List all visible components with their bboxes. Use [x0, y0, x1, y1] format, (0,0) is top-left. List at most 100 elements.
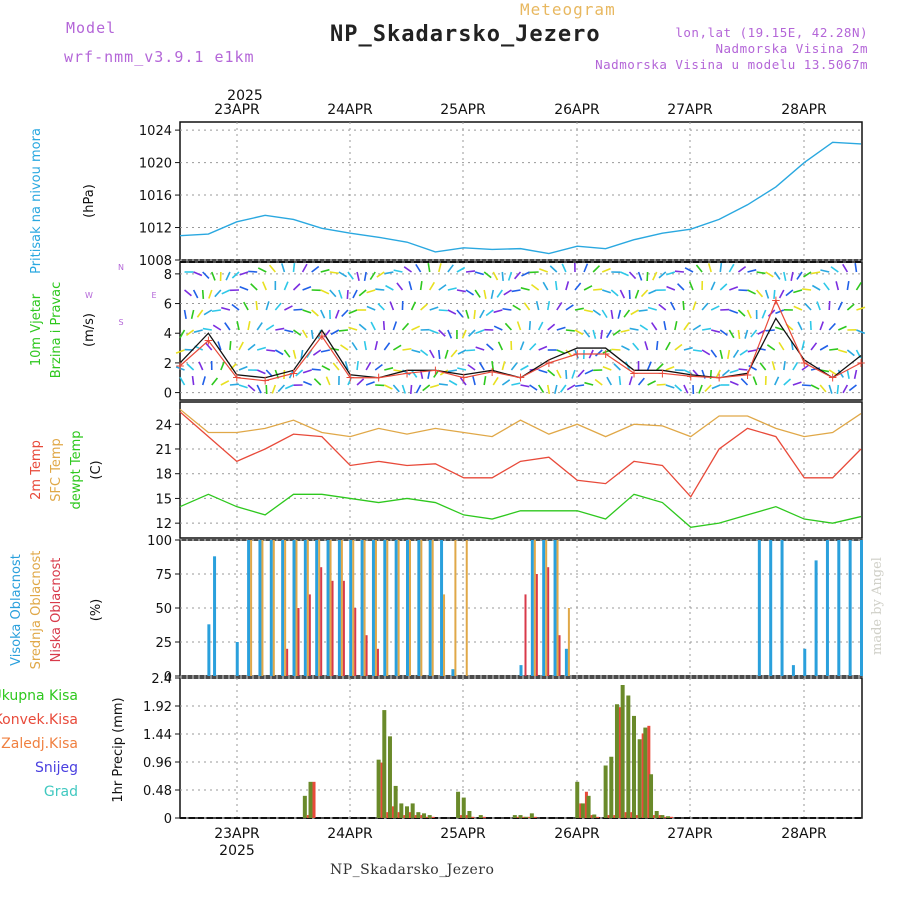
wind-arrow [248, 270, 258, 273]
wind-arrow [752, 376, 758, 386]
wind-arrow [583, 309, 594, 313]
wind-arrow [584, 381, 594, 386]
mid-cloud-bar [567, 608, 570, 676]
high-cloud-bar [235, 642, 239, 676]
wind-marker: + [374, 371, 384, 385]
konv-precip-bar [658, 815, 662, 818]
wind-arrow [605, 329, 612, 339]
wind-arrow [247, 321, 251, 331]
wind-marker: + [260, 374, 270, 388]
high-cloud-bar [848, 540, 852, 676]
wind-arrow [274, 349, 284, 356]
wind-arrow [429, 329, 439, 334]
pressure-tick-label: 1008 [139, 254, 172, 269]
wind-arrow [243, 301, 249, 311]
wind-arrow [456, 289, 466, 293]
wind-arrow [744, 329, 749, 339]
panel-frame [179, 401, 863, 539]
wind-arrow [783, 271, 787, 281]
total-precip-bar [614, 704, 619, 818]
wind-arrow [320, 349, 330, 353]
compass-w: W [85, 291, 93, 300]
wind-arrow [502, 307, 512, 311]
wind-arrow [701, 349, 711, 356]
wind-arrow [692, 349, 703, 353]
wind-arrow [429, 349, 435, 359]
mid-cloud-bar [250, 540, 253, 676]
wind-arrow [352, 289, 358, 299]
wind-arrow [340, 344, 349, 351]
total-precip-bar [524, 816, 529, 818]
credit-label: made by Angel [870, 557, 885, 655]
total-precip-bar [478, 815, 483, 818]
wind-arrow [842, 263, 849, 273]
precip-legend-item: Snijeg [35, 760, 78, 776]
low-cloud-bar [342, 580, 345, 676]
wind-arrow [677, 283, 685, 291]
wind-arrow [710, 281, 716, 291]
total-precip-bar [529, 813, 534, 818]
wind-arrow [528, 320, 532, 331]
wind-arrow [348, 309, 358, 315]
high-cloud-bar [440, 540, 444, 676]
low-cloud-bar [524, 594, 527, 676]
date-label-bottom: 25APR [440, 826, 486, 842]
wind-arrow [835, 281, 840, 291]
wind-arrow [529, 342, 537, 351]
wind-arrow [610, 309, 614, 320]
wind-arrow [447, 329, 453, 339]
high-cloud-bar [530, 540, 534, 676]
wind-arrow [738, 368, 748, 371]
wind-arrow [511, 289, 521, 293]
wind-arrow [292, 349, 297, 359]
wind-arrow [393, 369, 403, 373]
wind-arrow [461, 329, 467, 339]
wind-arrow [338, 271, 348, 278]
konv-precip-bar [528, 816, 532, 818]
wind-arrow [647, 306, 657, 311]
wind-arrow [313, 378, 322, 386]
total-precip-bar [461, 797, 466, 818]
wind-arrow [790, 271, 794, 281]
wind-arrow [655, 340, 659, 351]
total-precip-bar [654, 811, 659, 818]
mid-cloud-bar [352, 540, 355, 676]
mid-cloud-bar [409, 540, 411, 676]
wind-arrow [369, 271, 376, 280]
wind-arrow [224, 322, 231, 331]
wind-arrow [638, 309, 648, 312]
total-precip-bar [387, 736, 392, 818]
wind-arrow [347, 271, 354, 280]
mid-cloud-bar [261, 540, 264, 676]
wind-arrow [774, 271, 781, 280]
wind-arrow [721, 369, 730, 377]
wind-arrow [332, 362, 340, 371]
wind-arrow [479, 309, 485, 319]
wind-arrow [438, 309, 448, 312]
wind-arrow [284, 384, 294, 390]
cloud-tick-label: 50 [155, 602, 172, 617]
wind-arrow [640, 289, 649, 298]
wind-arrow [329, 289, 337, 298]
wind-marker: + [572, 347, 582, 361]
mid-cloud-bar [545, 540, 548, 676]
wind-arrow [312, 349, 322, 356]
wind-arrow [217, 341, 222, 351]
precip-tick-label: 1.92 [143, 700, 172, 715]
konv-precip-bar [653, 815, 657, 818]
temp-unit: (C) [89, 460, 104, 479]
low-cloud-bar [365, 635, 368, 676]
wind-arrow [459, 377, 467, 386]
mid-cloud-bar [374, 540, 377, 676]
wind-arrow [457, 367, 467, 371]
wind-arrow [523, 302, 531, 311]
temp-2m-line [179, 411, 862, 498]
wind-arrow [819, 384, 827, 393]
wind-arrow [186, 363, 195, 371]
high-cloud-bar [428, 540, 432, 676]
wind-arrow [191, 375, 195, 386]
wind-arrow [302, 369, 312, 374]
wind-arrow [846, 303, 855, 311]
wind-arrow [220, 361, 225, 371]
wind-arrow [556, 326, 566, 331]
